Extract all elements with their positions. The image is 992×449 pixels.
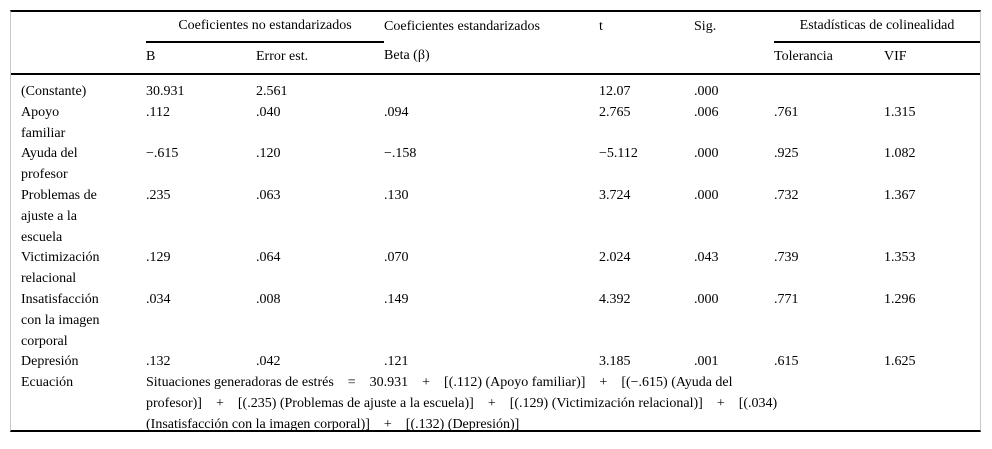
cell-b: .112 — [146, 104, 170, 120]
table-row-ayuda-profesor: Ayuda del profesor −.615 .120 −.158 −5.1… — [11, 144, 980, 186]
cell-b: −.615 — [146, 146, 179, 162]
column-group-header-row: Coeficientes no estandarizados Coeficien… — [11, 12, 980, 43]
coefficients-table: Coeficientes no estandarizados Coeficien… — [11, 12, 980, 432]
cell-tolerancia: .732 — [774, 187, 799, 203]
row-label: Depresión — [21, 354, 79, 370]
cell-sig: .000 — [694, 146, 719, 162]
row-label: Problemas de ajuste a la escuela — [21, 187, 97, 245]
row-label: Ayuda del profesor — [21, 146, 78, 183]
column-group-t: t — [599, 18, 603, 34]
regression-table: Coeficientes no estandarizados Coeficien… — [10, 10, 981, 432]
cell-t: 2.024 — [599, 250, 631, 266]
cell-beta: .094 — [384, 104, 409, 120]
column-group-collinearity: Estadísticas de colinealidad — [774, 12, 980, 43]
equation-line-1: Situaciones generadoras de estrés = 30.9… — [146, 375, 733, 391]
corner-empty-cell — [11, 12, 146, 42]
cell-sig: .000 — [694, 187, 719, 203]
cell-error: .063 — [256, 187, 281, 203]
cell-t: 4.392 — [599, 291, 631, 307]
cell-beta: .130 — [384, 187, 409, 203]
cell-t: 3.724 — [599, 187, 631, 203]
column-header-empty — [11, 42, 146, 75]
table-row-depresion: Depresión .132 .042 .121 3.185 .001 .615… — [11, 352, 980, 373]
cell-t: 12.07 — [599, 84, 631, 99]
cell-tolerancia: .739 — [774, 250, 799, 266]
cell-sig: .006 — [694, 104, 719, 120]
cell-error: .008 — [256, 291, 281, 307]
cell-tolerancia: .925 — [774, 146, 799, 162]
row-label: Victimización relacional — [21, 250, 100, 287]
cell-t: 3.185 — [599, 354, 631, 370]
cell-sig: .043 — [694, 250, 719, 266]
cell-error: .040 — [256, 104, 281, 120]
cell-vif: 1.296 — [884, 291, 916, 307]
column-header-vif: VIF — [884, 42, 980, 75]
column-header-row: B Error est. Beta (β) Tolerancia VIF — [11, 42, 980, 75]
cell-b: .129 — [146, 250, 171, 266]
column-header-error: Error est. — [256, 42, 385, 75]
cell-error: 2.561 — [256, 84, 288, 99]
cell-tolerancia: .615 — [774, 354, 799, 370]
cell-beta: .121 — [384, 354, 409, 370]
column-header-b: B — [146, 42, 256, 75]
row-label: Insatisfacción con la imagen corporal — [21, 291, 100, 349]
cell-beta — [384, 74, 599, 103]
row-label: Apoyo familiar — [21, 104, 66, 141]
cell-vif: 1.625 — [884, 354, 916, 370]
table-row-victimizacion: Victimización relacional .129 .064 .070 … — [11, 248, 980, 290]
cell-tolerancia: .771 — [774, 291, 799, 307]
table-row-apoyo-familiar: Apoyo familiar .112 .040 .094 2.765 .006… — [11, 103, 980, 145]
cell-error: .064 — [256, 250, 281, 266]
column-header-beta: Beta (β) — [384, 42, 600, 75]
equation-row: Ecuación Situaciones generadoras de estr… — [11, 373, 980, 432]
column-group-sig: Sig. — [694, 18, 717, 34]
table-row-problemas-ajuste: Problemas de ajuste a la escuela .235 .0… — [11, 186, 980, 248]
column-header-sig-empty — [694, 42, 775, 75]
cell-vif: 1.315 — [884, 104, 916, 120]
table-row-insatisfaccion: Insatisfacción con la imagen corporal .0… — [11, 290, 980, 352]
cell-sig: .000 — [694, 84, 719, 99]
cell-b: .034 — [146, 291, 171, 307]
cell-tolerancia: .761 — [774, 104, 799, 120]
cell-vif: 1.353 — [884, 250, 916, 266]
table-row-constante: (Constante) 30.931 2.561 12.07 .000 — [11, 74, 980, 103]
cell-sig: .000 — [694, 291, 719, 307]
equation-line-2: profesor)] + [(.235) (Problemas de ajust… — [146, 395, 778, 411]
cell-vif — [884, 74, 980, 103]
column-group-standardized: Coeficientes estandarizados — [384, 18, 540, 34]
cell-beta: .070 — [384, 250, 409, 266]
cell-t: 2.765 — [599, 104, 631, 120]
cell-vif: 1.082 — [884, 146, 916, 162]
cell-beta: .149 — [384, 291, 409, 307]
cell-vif: 1.367 — [884, 187, 916, 203]
cell-error: .120 — [256, 146, 281, 162]
column-header-tolerancia: Tolerancia — [774, 42, 885, 75]
column-header-t-empty — [599, 42, 695, 75]
row-label: (Constante) — [21, 84, 87, 99]
cell-t: −5.112 — [599, 146, 638, 162]
equation-line-3: (Insatisfacción con la imagen corporal)]… — [146, 416, 520, 432]
cell-b: .235 — [146, 187, 171, 203]
cell-b: .132 — [146, 354, 171, 370]
cell-tolerancia — [774, 74, 884, 103]
cell-sig: .001 — [694, 354, 719, 370]
equation-label: Ecuación — [21, 375, 74, 391]
cell-error: .042 — [256, 354, 281, 370]
equation-cell: Situaciones generadoras de estrés = 30.9… — [146, 373, 980, 432]
cell-beta: −.158 — [384, 146, 417, 162]
cell-b: 30.931 — [146, 84, 185, 99]
column-group-unstandardized: Coeficientes no estandarizados — [146, 12, 385, 43]
